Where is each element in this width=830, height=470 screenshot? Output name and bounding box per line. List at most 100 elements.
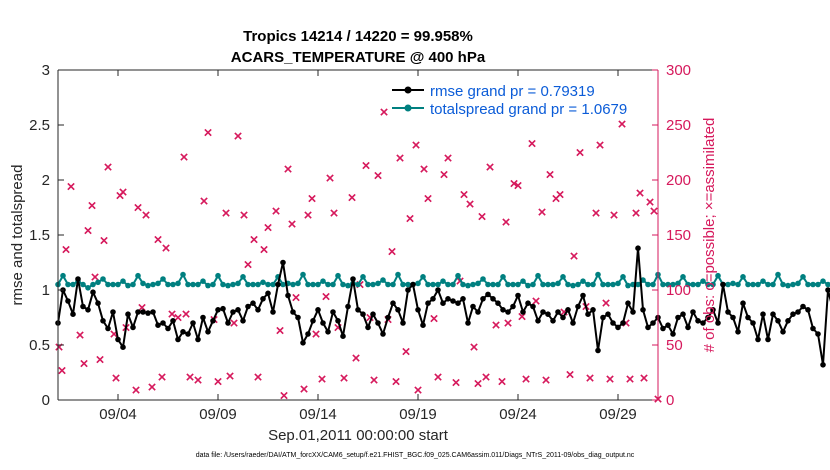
rmse-point [525, 300, 531, 307]
totalspread-point [290, 281, 296, 288]
totalspread-point [460, 281, 466, 288]
totalspread-point [545, 281, 551, 288]
obs-count-marker: × [254, 369, 263, 386]
totalspread-point [95, 279, 101, 286]
right-tick-label: 200 [666, 172, 691, 189]
totalspread-point [215, 272, 221, 279]
totalspread-point [570, 282, 576, 289]
obs-count-marker: × [412, 137, 421, 154]
obs-count-marker: × [76, 327, 85, 344]
rmse-point [650, 320, 656, 326]
rmse-point [815, 331, 821, 337]
rmse-point [135, 309, 141, 315]
rmse-point [385, 314, 391, 321]
right-tick-label: 250 [666, 117, 691, 134]
rmse-point [640, 307, 646, 313]
obs-count-marker: × [632, 205, 641, 222]
totalspread-point [160, 276, 166, 282]
obs-count-marker: × [158, 369, 167, 386]
obs-count-marker: × [304, 207, 313, 224]
rmse-point [790, 311, 796, 318]
left-axis-ticks: 0 0.5 1 1.5 2 2.5 3 [29, 62, 64, 409]
totalspread-point [580, 278, 586, 285]
obs-count-marker: × [154, 231, 163, 248]
obs-count-marker: × [116, 187, 125, 204]
rmse-point [125, 311, 131, 318]
obs-count-marker: × [222, 205, 231, 222]
rmse-point [560, 314, 566, 321]
totalspread-point [780, 281, 786, 288]
totalspread-point [115, 281, 121, 288]
obs-count-marker: × [514, 178, 523, 195]
rmse-point [645, 324, 651, 331]
totalspread-point [355, 281, 361, 288]
rmse-point [425, 300, 431, 307]
totalspread-point [590, 281, 596, 288]
rmse-point [710, 307, 716, 313]
x-tick-label: 09/09 [199, 406, 237, 423]
rmse-point [155, 322, 161, 329]
rmse-point [755, 336, 761, 343]
rmse-point [470, 303, 476, 310]
obs-count-marker: × [292, 290, 301, 307]
obs-count-marker: × [606, 371, 615, 388]
totalspread-point [735, 281, 741, 288]
rmse-point [295, 314, 301, 321]
right-tick-label: 50 [666, 337, 683, 354]
totalspread-point [520, 278, 526, 285]
totalspread-point [615, 280, 621, 287]
obs-count-marker: × [556, 186, 565, 203]
rmse-point [65, 298, 71, 304]
obs-count-marker: × [602, 295, 611, 312]
rmse-point [300, 340, 306, 346]
rmse-point [105, 325, 111, 332]
rmse-point [725, 309, 731, 315]
obs-count-marker: × [352, 350, 361, 367]
obs-count-marker: × [312, 326, 321, 343]
obs-count-marker: × [119, 184, 128, 201]
rmse-point [370, 311, 376, 318]
obs-count-marker: × [182, 306, 191, 323]
rmse-point [730, 314, 736, 321]
rmse-point [110, 309, 116, 315]
totalspread-point [430, 281, 436, 288]
obs-count-marker: × [618, 116, 627, 133]
x-tick-label: 09/19 [399, 406, 437, 423]
totalspread-point [260, 279, 266, 286]
rmse-point [515, 292, 521, 299]
obs-count-marker: × [406, 211, 415, 228]
obs-count-marker: × [380, 104, 389, 121]
rmse-point [255, 307, 261, 313]
totalspread-point [620, 274, 626, 280]
obs-count-marker: × [546, 167, 555, 184]
rmse-point [270, 309, 276, 315]
rmse-point [455, 300, 461, 307]
obs-count-marker: × [326, 170, 335, 187]
rmse-point [475, 309, 481, 315]
x-axis-ticks: 09/04 09/09 09/14 09/19 09/24 09/29 [99, 70, 637, 423]
totalspread-point [240, 274, 246, 280]
rmse-point [185, 331, 191, 337]
totalspread-point [295, 280, 301, 287]
obs-count-marker: × [244, 257, 253, 274]
obs-count-marker: × [478, 208, 487, 225]
rmse-point [480, 296, 486, 302]
totalspread-point [550, 281, 556, 288]
rmse-point [265, 290, 271, 297]
totalspread-point [645, 281, 651, 288]
rmse-point [240, 318, 246, 324]
totalspread-point [305, 281, 311, 288]
obs-count-marker: × [180, 149, 189, 166]
obs-count-marker: × [276, 323, 285, 340]
obs-count-marker: × [234, 128, 243, 145]
rmse-point [550, 318, 556, 324]
legend-rmse-marker [404, 86, 412, 94]
rmse-point [465, 320, 471, 326]
obs-count-marker: × [466, 196, 475, 213]
obs-count-marker: × [576, 145, 585, 162]
rmse-point [555, 309, 561, 315]
rmse-point [810, 325, 816, 332]
totalspread-point [180, 271, 186, 278]
totalspread-point [120, 278, 126, 285]
rmse-point [825, 287, 830, 293]
